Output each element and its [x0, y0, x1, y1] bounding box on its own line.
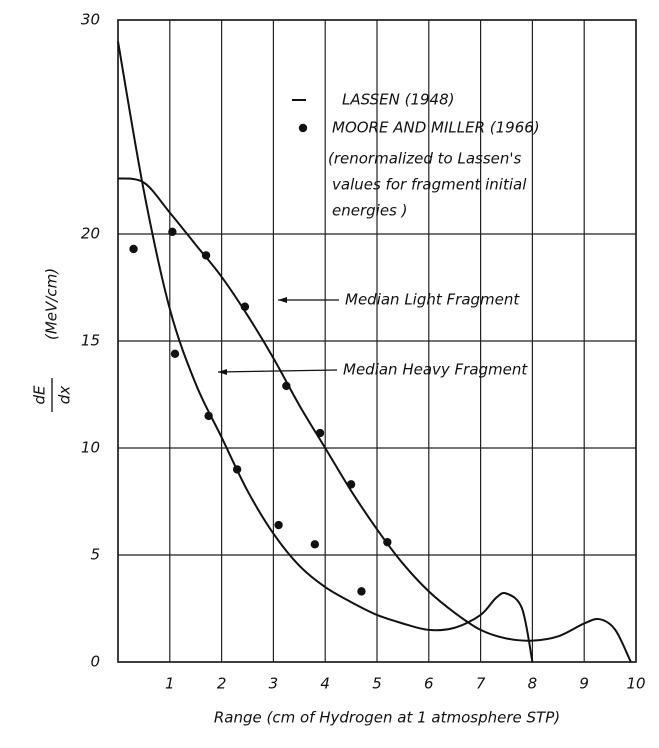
x-tick-label: 10	[626, 675, 645, 693]
legend-label: MOORE AND MILLER (1966)	[332, 119, 540, 137]
x-tick-label: 7	[476, 675, 486, 693]
y-tick-label: 10	[81, 439, 100, 457]
annotation-arrowhead	[218, 369, 227, 375]
data-point	[168, 227, 177, 237]
x-tick-label: 3	[269, 675, 279, 693]
y-label-denominator: dx	[56, 386, 74, 405]
data-point	[357, 587, 366, 596]
data-point	[204, 411, 213, 421]
data-point	[232, 465, 242, 474]
y-tick-label: 30	[81, 11, 100, 29]
y-tick-label: 0	[90, 653, 100, 671]
y-label-numerator: dE	[31, 385, 49, 405]
x-tick-label: 6	[424, 675, 434, 693]
annotation: Median Light Fragment	[345, 291, 520, 309]
x-tick-label: 8	[528, 675, 538, 693]
x-tick-label: 9	[579, 675, 589, 693]
annotation-arrowhead	[278, 297, 287, 303]
data-point	[240, 302, 250, 311]
legend-note: (renormalized to Lassen's	[328, 150, 521, 168]
x-tick-label: 1	[165, 675, 175, 693]
annotation-line	[217, 369, 338, 373]
data-point	[315, 428, 325, 438]
data-point	[383, 537, 392, 547]
x-tick-label: 4	[320, 675, 330, 693]
annotation: Median Heavy Fragment	[343, 361, 528, 379]
legend-swatch	[298, 123, 308, 133]
x-axis-label: Range (cm of Hydrogen at 1 atmosphere ST…	[214, 709, 560, 727]
x-tick-label: 5	[372, 675, 382, 693]
y-tick-label: 5	[90, 546, 100, 564]
data-point	[170, 349, 180, 359]
data-point	[310, 540, 320, 549]
y-tick-label: 15	[81, 332, 100, 350]
legend-note: values for fragment initial	[332, 176, 527, 194]
data-point	[274, 520, 283, 530]
x-tick-label: 2	[217, 675, 227, 693]
legend-label: LASSEN (1948)	[342, 91, 454, 109]
y-tick-label: 20	[81, 225, 100, 243]
y-axis-label: dE dx (MeV/cm)	[31, 268, 74, 412]
data-point	[201, 251, 211, 260]
data-point	[282, 381, 291, 391]
y-label-units: (MeV/cm)	[43, 268, 61, 340]
legend-note: energies )	[332, 202, 407, 220]
data-line	[117, 177, 632, 663]
data-point	[129, 244, 138, 254]
data-point	[346, 480, 356, 489]
data-line	[117, 41, 534, 663]
